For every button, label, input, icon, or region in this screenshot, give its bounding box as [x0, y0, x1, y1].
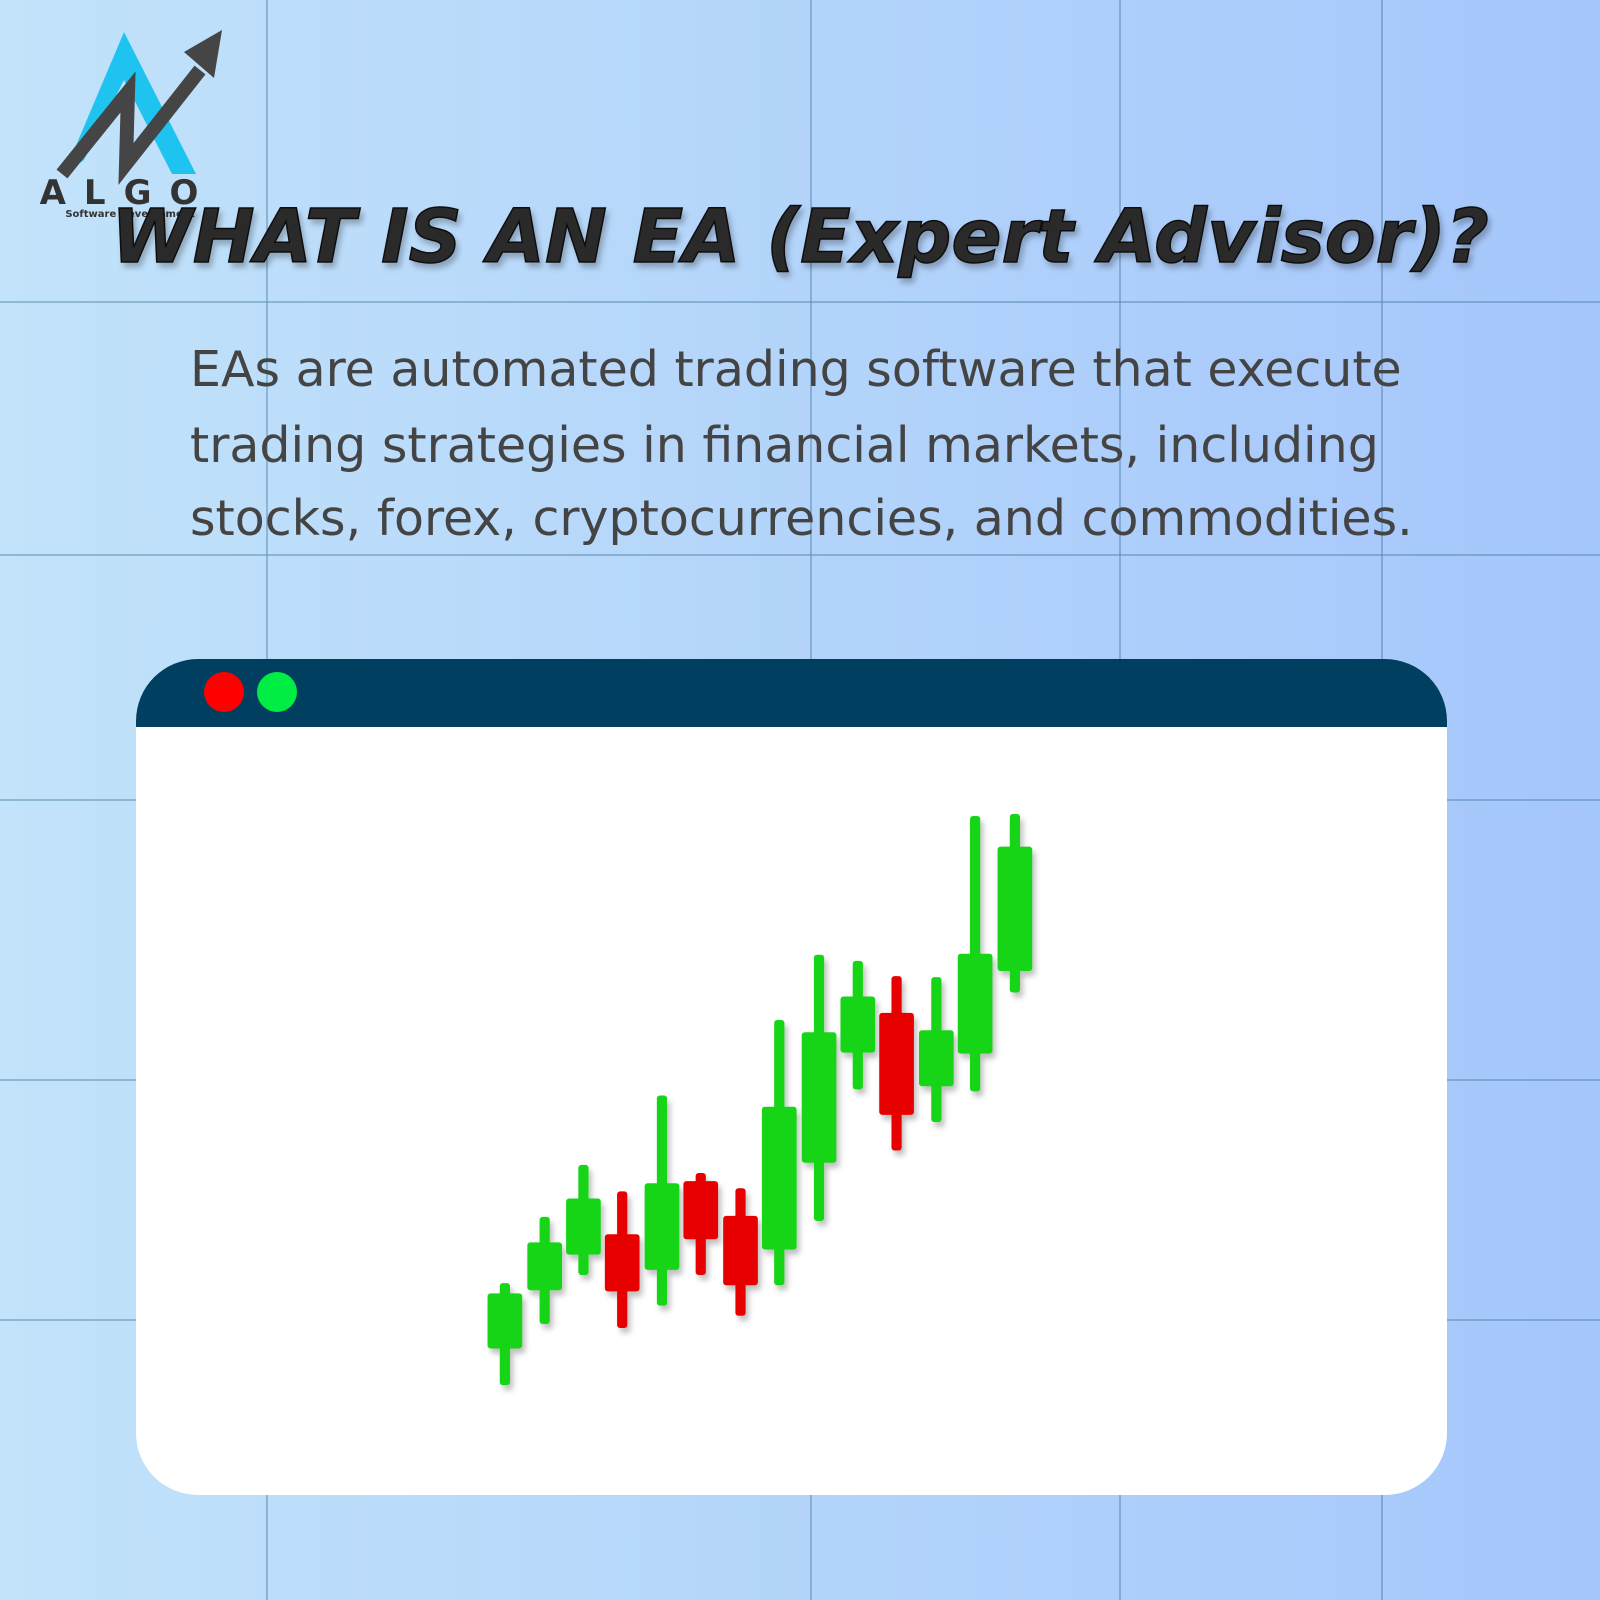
- body-line: stocks, forex, cryptocurrencies, and com…: [190, 490, 1413, 547]
- candle-part: [723, 1215, 758, 1286]
- candle-part: [879, 1012, 914, 1115]
- candle-part: [604, 1234, 640, 1292]
- body-text: EAs are automated trading software that …: [190, 341, 1413, 547]
- window-dot: [204, 672, 244, 712]
- candle-part: [527, 1242, 563, 1291]
- logo-tagline: Software Development: [65, 209, 195, 220]
- candle-part: [957, 953, 993, 1054]
- logo: ALGO Software Development: [40, 30, 222, 220]
- body-line: EAs are automated trading software that …: [190, 341, 1402, 398]
- candle-part: [683, 1181, 719, 1240]
- window: [136, 659, 1447, 1495]
- candle-part: [840, 996, 876, 1053]
- candle-part: [487, 1293, 523, 1349]
- window-bar: [136, 659, 1447, 727]
- candle-part: [919, 1030, 954, 1087]
- window-dot: [257, 672, 297, 712]
- candle-part: [761, 1106, 797, 1250]
- candle-part: [997, 846, 1033, 972]
- candle-part: [801, 1032, 837, 1163]
- logo-name: ALGO: [40, 173, 217, 213]
- title: WHAT IS AN EA (Expert Advisor)?: [111, 194, 1489, 280]
- candle-part: [644, 1183, 680, 1270]
- candlestick-illustration: [487, 813, 1033, 1386]
- candle-part: [566, 1198, 601, 1255]
- body-line: trading strategies in financial markets,…: [190, 417, 1379, 474]
